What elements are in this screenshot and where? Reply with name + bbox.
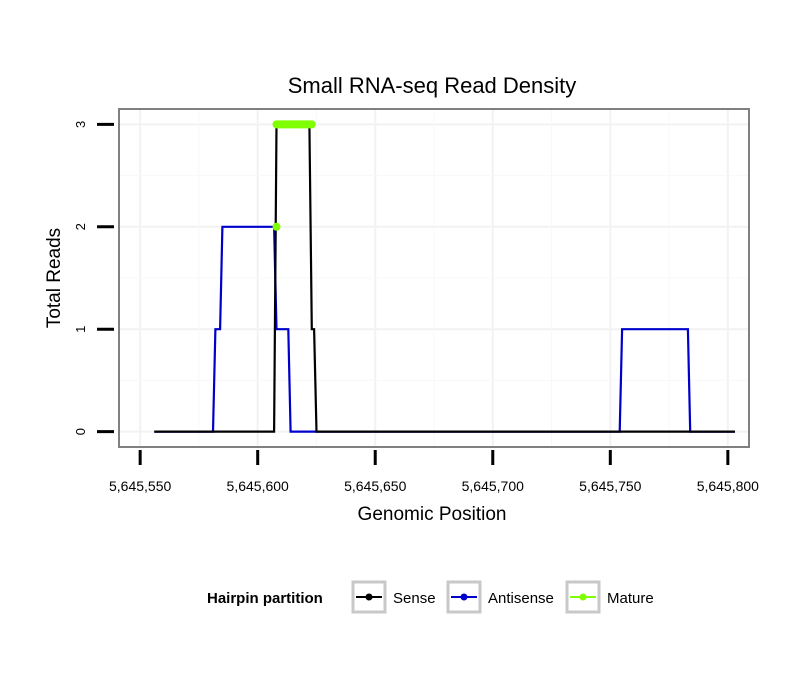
legend-key-sense-point <box>365 593 373 601</box>
plot-border <box>118 108 750 448</box>
y-tick-label-1: 1 <box>73 326 88 333</box>
series-lines <box>154 120 735 433</box>
x-tick-label-3: 5,645,700 <box>462 478 524 494</box>
y-axis-title: Total Reads <box>44 228 65 328</box>
series-line-antisense <box>154 225 735 433</box>
legend-label-antisense: Antisense <box>488 590 554 607</box>
chart-title: Small RNA-seq Read Density <box>288 73 577 98</box>
axes: 5,645,550 5,645,600 5,645,650 5,645,700 5,64… <box>73 121 759 494</box>
x-axis-title: Genomic Position <box>358 504 507 525</box>
series-line-sense <box>154 123 735 433</box>
legend-key-antisense-point <box>460 593 468 601</box>
x-tick-label-2: 5,645,650 <box>344 478 406 494</box>
x-tick-label-4: 5,645,750 <box>579 478 641 494</box>
legend-title: Hairpin partition <box>207 590 323 607</box>
x-tick-label-5: 5,645,800 <box>697 478 759 494</box>
x-tick-label-1: 5,645,600 <box>227 478 289 494</box>
legend-key-mature-point <box>579 593 587 601</box>
x-tick-label-0: 5,645,550 <box>109 478 171 494</box>
y-tick-label-3: 3 <box>73 121 88 128</box>
y-tick-label-0: 0 <box>73 428 88 435</box>
legend-label-sense: Sense <box>393 590 436 607</box>
legend-label-mature: Mature <box>607 590 654 607</box>
legend: Hairpin partition Sense Antisense Mature <box>207 580 654 614</box>
mature-point-0 <box>272 222 281 231</box>
y-tick-label-2: 2 <box>73 223 88 230</box>
